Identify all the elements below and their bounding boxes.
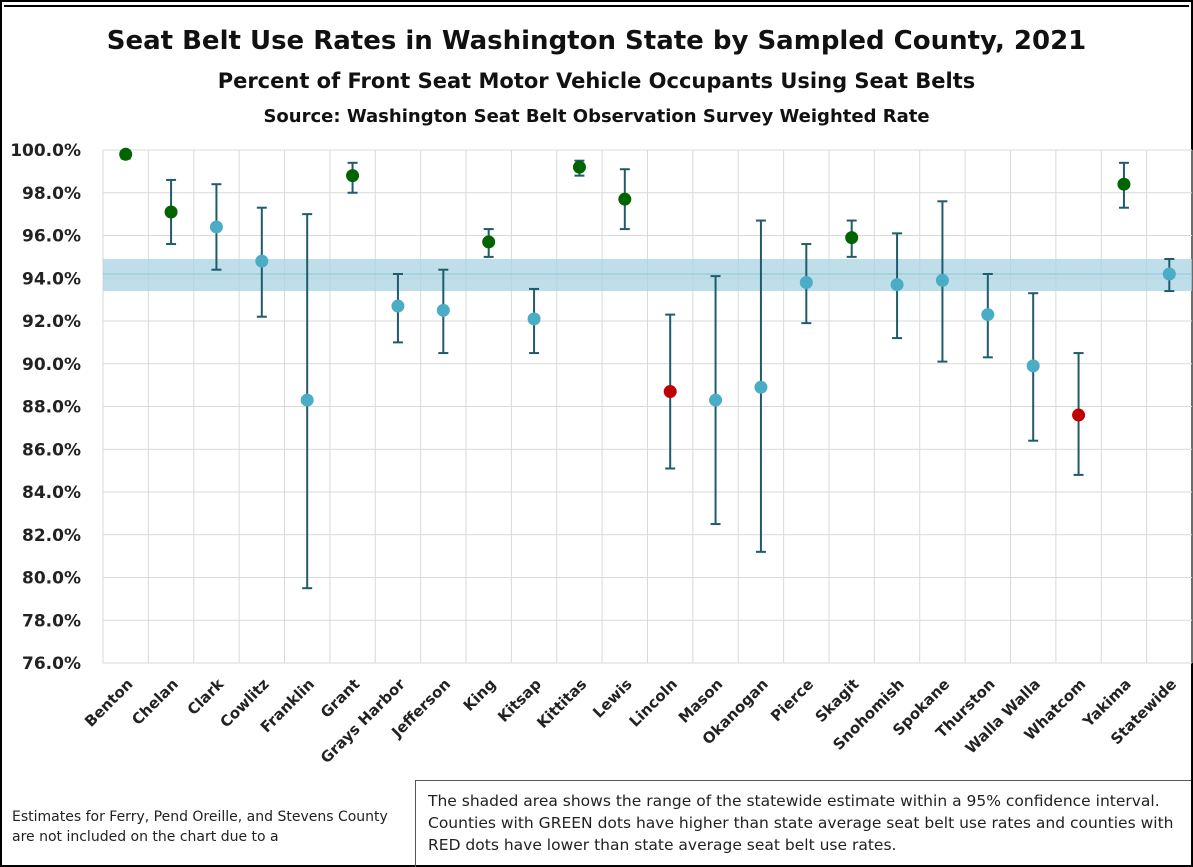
y-tick-label: 94.0%	[22, 269, 81, 289]
y-tick-label: 76.0%	[22, 654, 81, 674]
data-point	[845, 231, 859, 245]
data-point	[663, 385, 677, 399]
data-point	[255, 254, 269, 268]
data-point	[164, 205, 178, 219]
y-tick-label: 96.0%	[22, 227, 81, 247]
top-rule	[4, 5, 1189, 7]
data-point	[527, 312, 541, 326]
y-tick-label: 78.0%	[22, 611, 81, 631]
y-tick-label: 100.0%	[10, 141, 81, 161]
data-point	[754, 380, 768, 394]
y-axis-ticks: 76.0% 78.0% 80.0% 82.0% 84.0% 86.0% 88.0% 90.0%…	[10, 141, 81, 674]
x-tick-label: Pierce	[767, 675, 817, 725]
x-tick-label: Chelan	[128, 675, 182, 729]
data-point	[572, 160, 586, 174]
error-bars	[120, 151, 1175, 590]
chart-source: Source: Washington Seat Belt Observation…	[263, 106, 930, 127]
gridlines	[102, 149, 1193, 664]
data-point	[119, 147, 133, 161]
chart-subtitle: Percent of Front Seat Motor Vehicle Occu…	[217, 69, 976, 93]
data-point	[981, 308, 995, 322]
statewide-confidence-band	[103, 259, 1192, 292]
data-point	[1117, 177, 1131, 191]
y-tick-label: 80.0%	[22, 569, 81, 589]
y-tick-label: 86.0%	[22, 440, 81, 460]
data-point	[300, 393, 314, 407]
y-tick-label: 92.0%	[22, 312, 81, 332]
y-tick-label: 82.0%	[22, 526, 81, 546]
chart-title: Seat Belt Use Rates in Washington State …	[106, 26, 1087, 56]
seat-belt-chart: 76.0% 78.0% 80.0% 82.0% 84.0% 86.0% 88.0% 90.0%…	[10, 141, 1193, 767]
x-tick-label: King	[460, 675, 500, 715]
data-point	[482, 235, 496, 249]
data-point	[935, 273, 949, 287]
data-point	[346, 169, 360, 183]
data-point	[890, 278, 904, 292]
data-point	[209, 220, 223, 234]
data-point	[1072, 408, 1086, 422]
y-tick-label: 88.0%	[22, 398, 81, 418]
data-point	[799, 276, 813, 290]
x-tick-label: Kittitas	[533, 675, 590, 732]
data-point	[1162, 267, 1176, 281]
legend-note-box: The shaded area shows the range of the s…	[415, 780, 1191, 867]
y-tick-label: 84.0%	[22, 483, 81, 503]
data-point	[391, 299, 405, 313]
x-tick-label: Benton	[81, 675, 136, 730]
y-tick-label: 98.0%	[22, 184, 81, 204]
x-tick-label: Lincoln	[626, 675, 681, 730]
exclusion-note: Estimates for Ferry, Pend Oreille, and S…	[12, 809, 388, 845]
data-point	[709, 393, 723, 407]
data-points	[119, 147, 1176, 422]
y-tick-label: 90.0%	[22, 355, 81, 375]
data-point	[436, 303, 450, 317]
data-point	[1026, 359, 1040, 373]
data-point	[618, 192, 632, 206]
x-tick-label: Clark	[184, 674, 228, 718]
